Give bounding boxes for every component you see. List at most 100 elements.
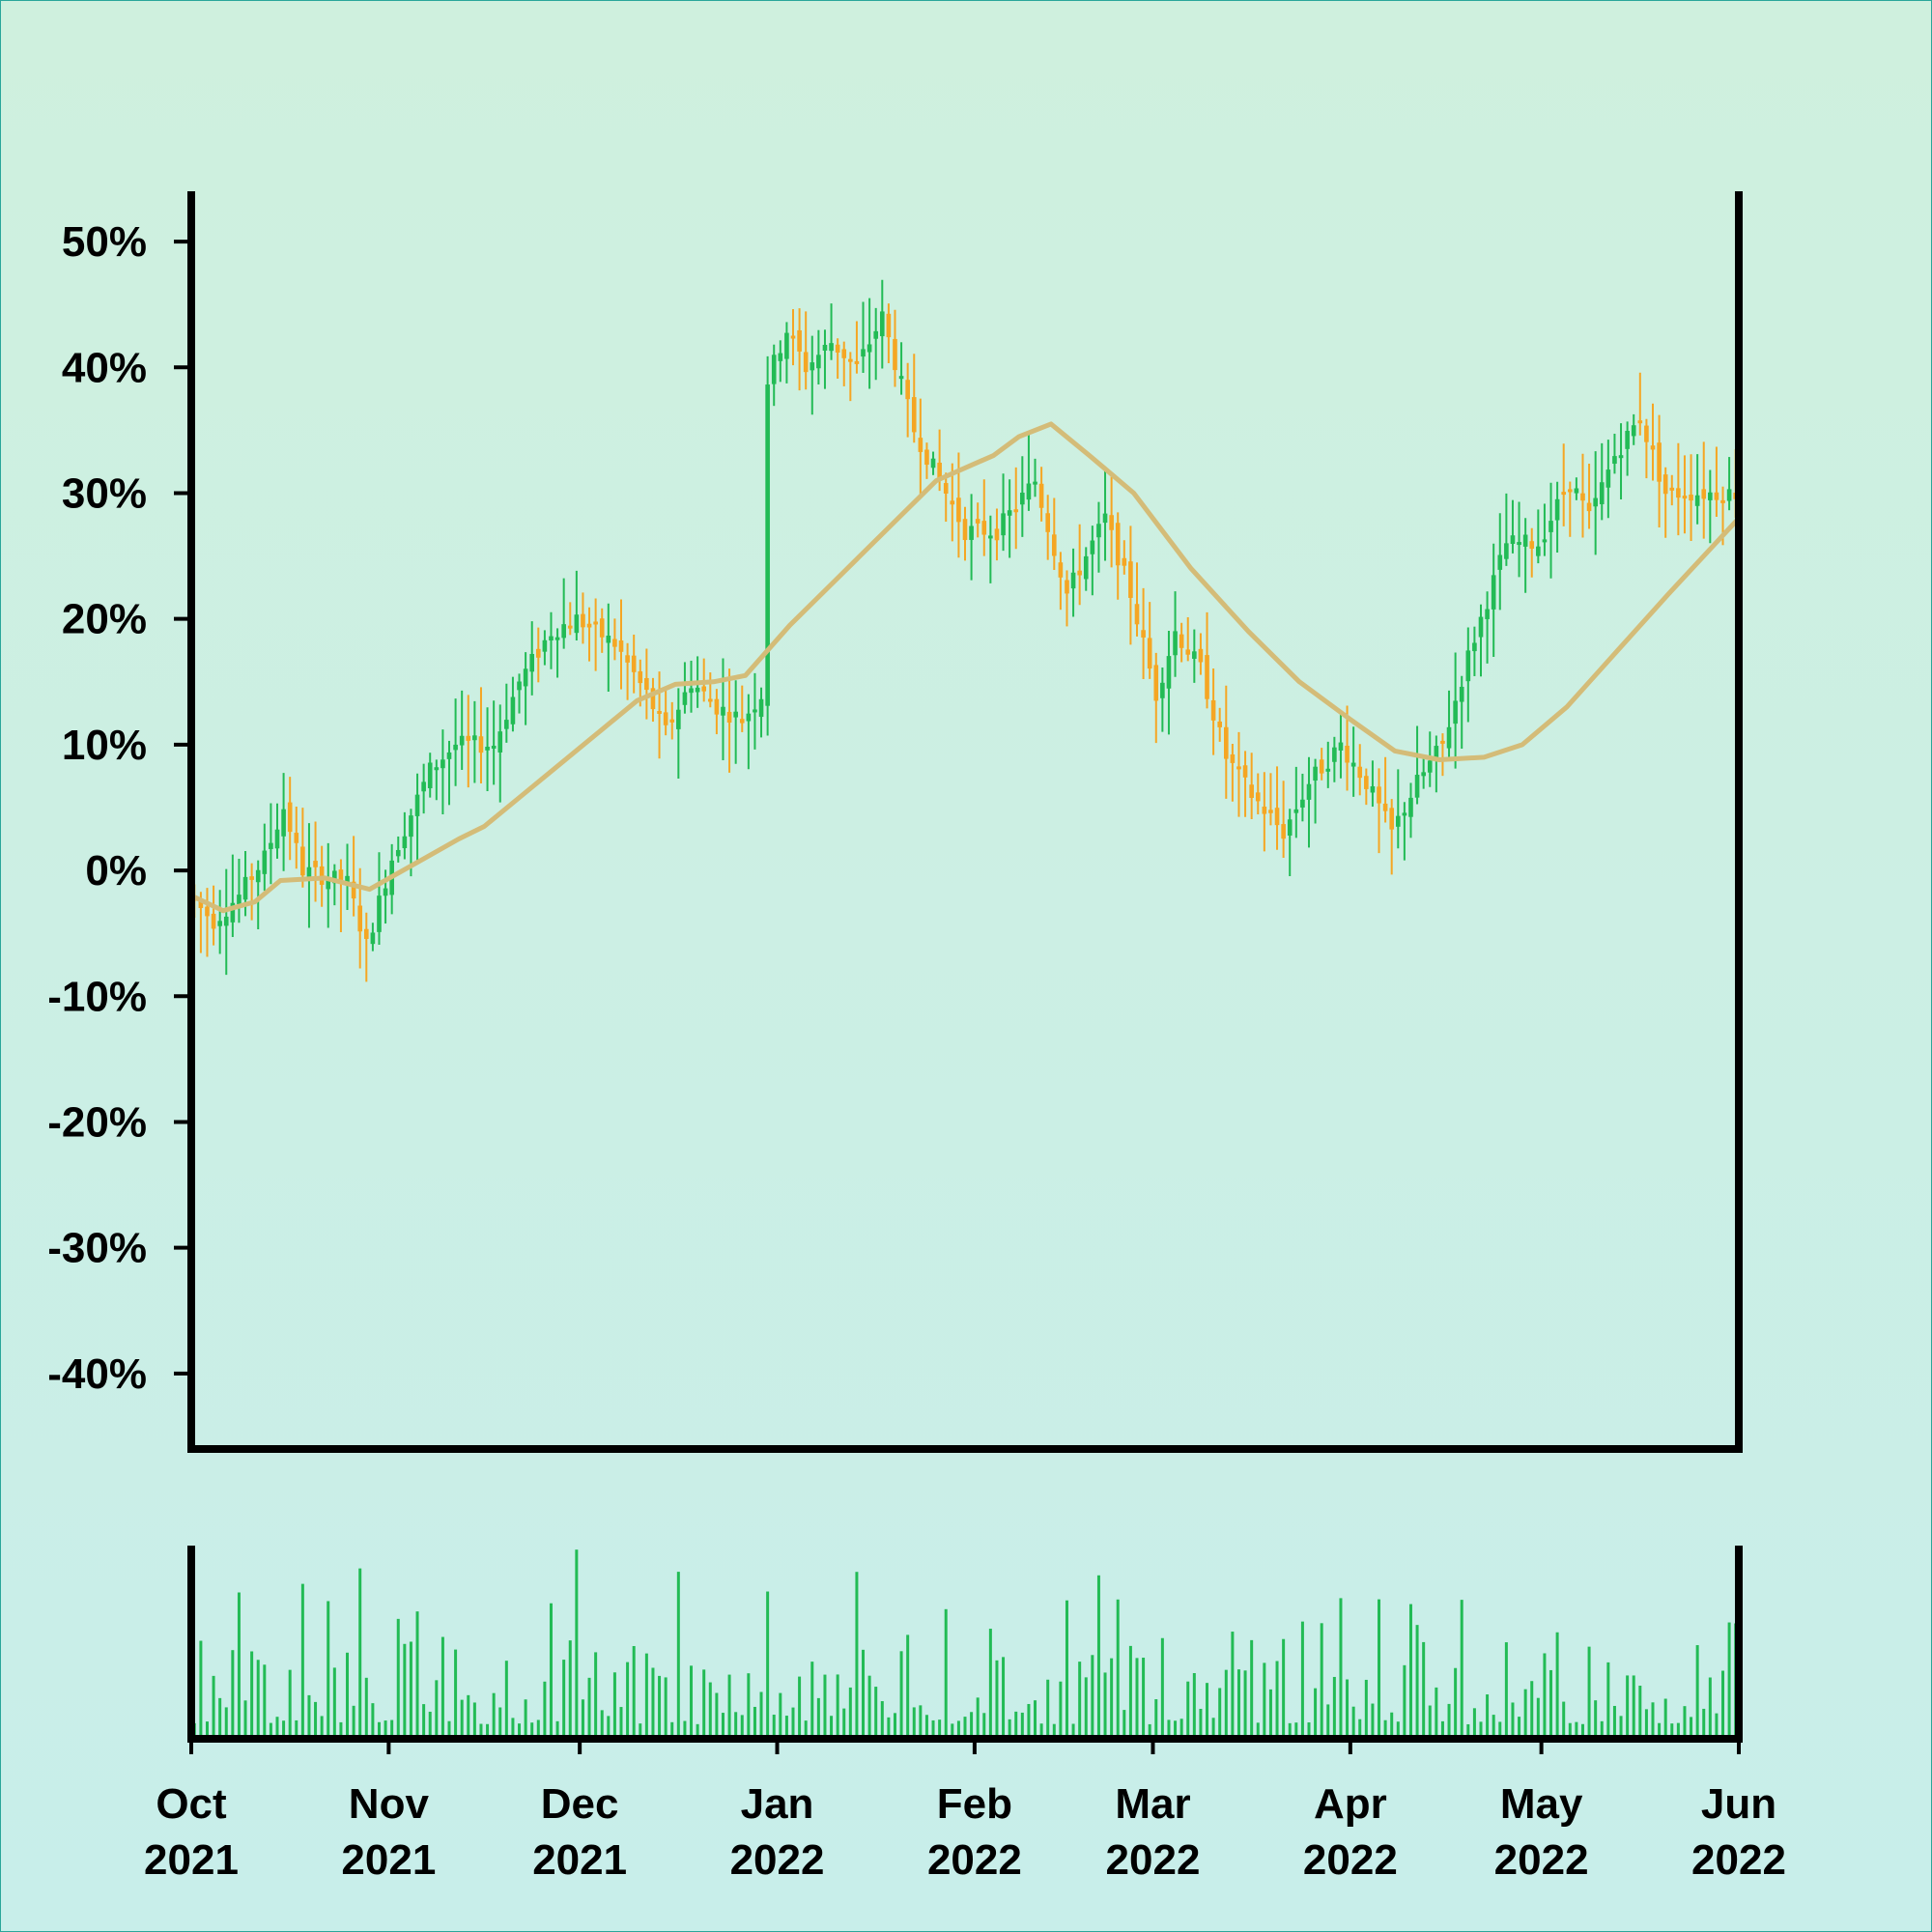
candle-body: [1377, 786, 1381, 804]
candle-body: [517, 681, 522, 691]
volume-bar: [332, 1667, 336, 1739]
volume-bar: [1034, 1700, 1037, 1739]
candle-body: [274, 829, 280, 849]
candle-body: [351, 881, 356, 899]
volume-bar: [970, 1712, 974, 1739]
candle-body: [485, 747, 490, 751]
candle-body: [701, 686, 707, 692]
volume-bar: [632, 1646, 636, 1739]
volume-bar: [256, 1660, 260, 1739]
candle-body: [1465, 650, 1471, 682]
candle-body: [911, 397, 917, 433]
candle-body: [1166, 656, 1172, 689]
candle-body: [1115, 523, 1121, 566]
candle-body: [707, 698, 713, 702]
volume-bar: [364, 1677, 368, 1739]
candle-body: [1567, 489, 1573, 493]
candle-body: [1580, 493, 1585, 501]
candle-body: [269, 842, 273, 849]
price-candles: [191, 279, 1739, 982]
candle-body: [1720, 499, 1725, 503]
volume-bar: [1396, 1721, 1400, 1739]
volume-bar: [798, 1676, 802, 1739]
volume-bar: [460, 1699, 464, 1739]
volume-bar: [836, 1674, 839, 1739]
volume-bar: [511, 1718, 515, 1739]
candle-body: [886, 313, 892, 338]
volume-bar: [1275, 1661, 1279, 1739]
volume-bar: [237, 1592, 241, 1739]
volume-bar: [721, 1713, 724, 1739]
candle-body: [1504, 543, 1509, 559]
candle-body: [1217, 721, 1223, 727]
volume-bar: [1282, 1638, 1286, 1739]
volume-bar: [486, 1723, 490, 1739]
y-tick-label: -10%: [47, 973, 147, 1020]
candle-body: [1077, 570, 1082, 576]
volume-bar: [893, 1713, 896, 1739]
candle-body: [287, 802, 293, 833]
candle-body: [905, 380, 910, 400]
volume-bar: [1670, 1723, 1674, 1739]
volume-bar: [956, 1720, 960, 1739]
volume-bar: [1511, 1702, 1515, 1739]
x-tick-month: Feb: [937, 1780, 1012, 1828]
candle-body: [1122, 557, 1127, 566]
volume-bar: [1555, 1632, 1559, 1739]
candle-body: [217, 921, 222, 926]
x-tick-month: Mar: [1115, 1780, 1190, 1828]
volume-bar: [784, 1716, 788, 1739]
candle-body: [205, 906, 210, 917]
volume-bar: [1721, 1670, 1725, 1739]
candle-body: [676, 709, 681, 729]
volume-bar: [384, 1720, 387, 1739]
candle-body: [549, 636, 554, 641]
volume-bar: [1135, 1658, 1139, 1739]
volume-bar: [403, 1643, 407, 1739]
volume-bar: [1186, 1681, 1190, 1739]
candle-body: [1083, 555, 1089, 580]
candle-body: [237, 895, 242, 904]
volume-bar: [862, 1649, 866, 1739]
candle-body: [1134, 604, 1140, 625]
candle-body: [421, 781, 426, 792]
candle-body: [1650, 445, 1656, 450]
volume-bar: [1096, 1575, 1100, 1739]
candle-body: [1689, 495, 1693, 501]
volume-bar: [727, 1674, 731, 1739]
candle-body: [1001, 513, 1006, 536]
volume-bar: [658, 1675, 662, 1739]
volume-bar: [1256, 1722, 1260, 1739]
candle-body: [638, 670, 643, 684]
volume-bar: [1320, 1623, 1323, 1739]
candle-body: [414, 794, 420, 816]
candle-body: [1249, 784, 1254, 799]
volume-bar: [390, 1719, 394, 1739]
candle-body: [338, 869, 344, 883]
volume-bars: [192, 1549, 1738, 1739]
volume-bar: [396, 1618, 400, 1739]
candle-body: [478, 736, 484, 753]
volume-bar: [816, 1697, 820, 1739]
volume-bar: [1492, 1715, 1495, 1739]
candle-body: [873, 330, 879, 339]
candle-body: [1020, 492, 1025, 505]
candle-body: [554, 637, 560, 640]
candle-body: [1205, 655, 1209, 699]
x-tick-month: May: [1500, 1780, 1583, 1828]
candle-body: [1726, 489, 1732, 501]
volume-bar: [581, 1699, 584, 1739]
volume-bar: [1715, 1713, 1719, 1739]
volume-bar: [1268, 1689, 1272, 1739]
candle-body: [1319, 759, 1324, 774]
x-tick-year: 2022: [1494, 1836, 1589, 1884]
candle-body: [841, 349, 847, 358]
volume-bar: [1460, 1600, 1463, 1739]
volume-bar: [874, 1687, 878, 1739]
candle-body: [669, 719, 675, 723]
volume-bar: [327, 1601, 330, 1739]
candle-body: [472, 735, 477, 741]
volume-bar: [549, 1603, 553, 1739]
volume-bar: [524, 1699, 527, 1739]
candle-body: [1141, 630, 1146, 638]
